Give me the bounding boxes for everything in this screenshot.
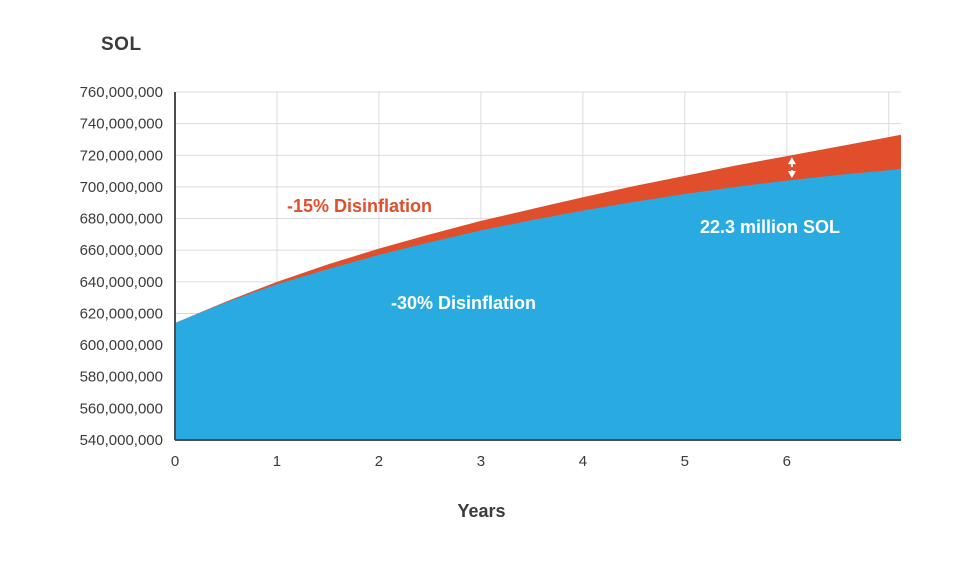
y-tick-label: 760,000,000 (80, 84, 163, 101)
gap-arrow-head-down-icon (787, 171, 796, 179)
y-tick-label: 680,000,000 (80, 211, 163, 228)
gap-annotation-label: 22.3 million SOL (700, 217, 841, 237)
y-tick-label: 560,000,000 (80, 400, 163, 417)
x-tick-label: 3 (477, 453, 485, 470)
y-axis-title: SOL (101, 34, 142, 55)
x-tick-label: 2 (375, 453, 383, 470)
x-tick-label: 4 (579, 453, 587, 470)
series-label-15-disinflation: -15% Disinflation (287, 196, 433, 216)
y-tick-label: 600,000,000 (80, 337, 163, 354)
y-tick-label: 540,000,000 (80, 432, 163, 449)
y-tick-label: 720,000,000 (80, 147, 163, 164)
y-tick-label: 640,000,000 (80, 274, 163, 291)
x-tick-label: 0 (171, 453, 179, 470)
y-tick-label: 580,000,000 (80, 369, 163, 386)
y-tick-label: 660,000,000 (80, 242, 163, 259)
series-label-30-disinflation: -30% Disinflation (391, 293, 537, 313)
y-tick-label: 620,000,000 (80, 305, 163, 322)
x-tick-label: 1 (273, 453, 281, 470)
y-tick-label: 740,000,000 (80, 116, 163, 133)
x-axis-title: Years (457, 501, 506, 521)
y-tick-label: 700,000,000 (80, 179, 163, 196)
gap-arrow-head-up-icon (787, 157, 796, 165)
x-tick-label: 6 (783, 453, 791, 470)
x-tick-label: 5 (681, 453, 689, 470)
area-30-disinflation (175, 168, 901, 440)
